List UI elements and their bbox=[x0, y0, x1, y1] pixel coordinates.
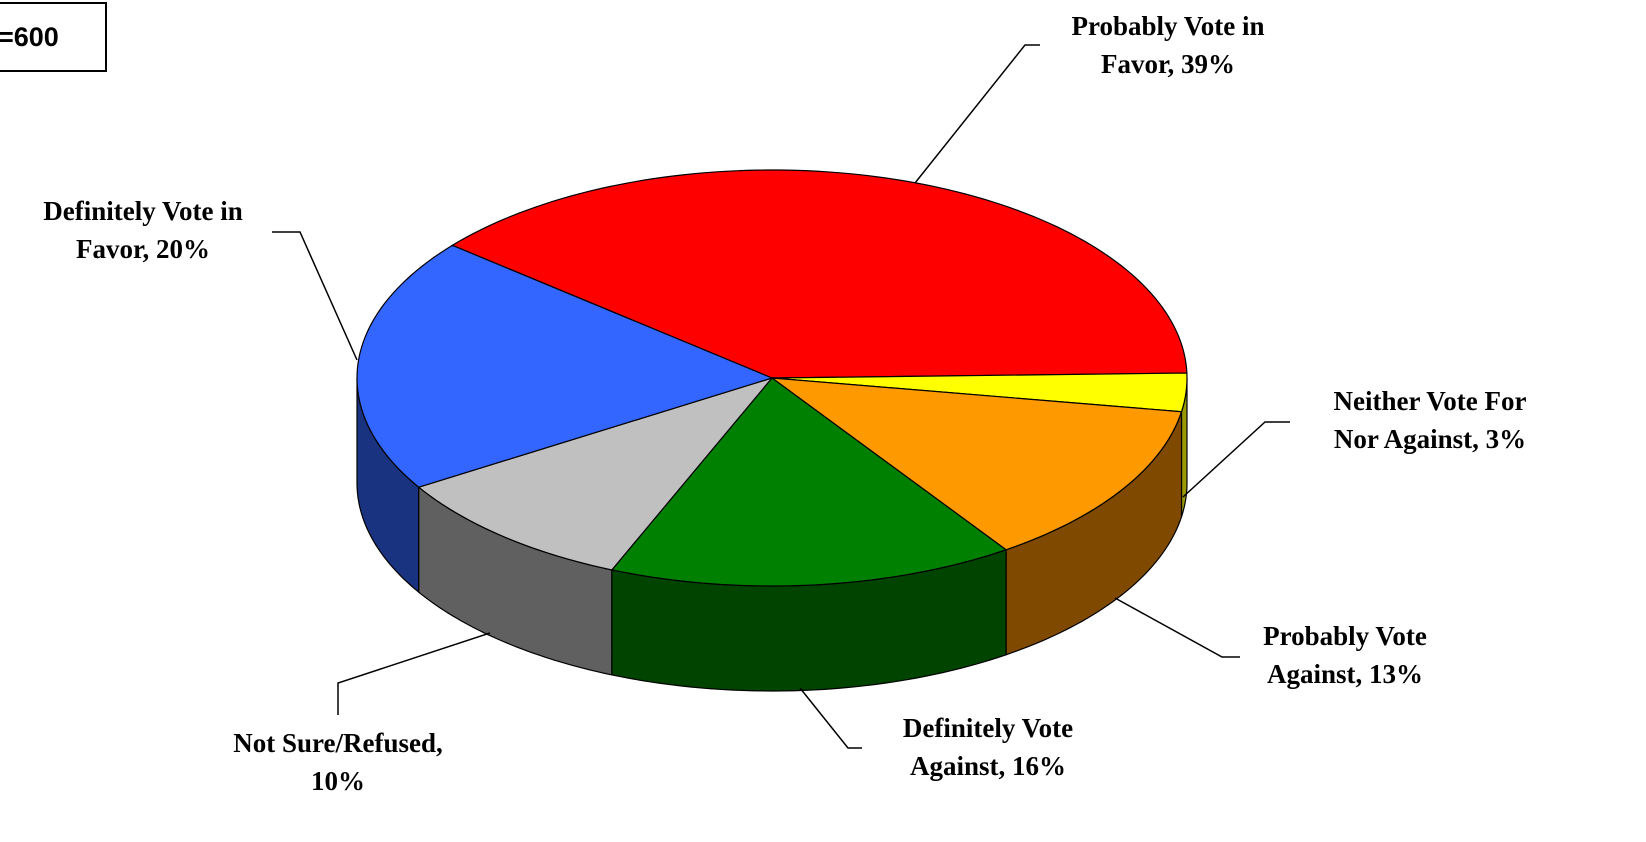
leader-definitely-vote-against bbox=[799, 687, 862, 749]
label-line: Neither Vote For bbox=[1334, 386, 1527, 416]
label-line: Probably Vote bbox=[1263, 621, 1427, 651]
leader-definitely-vote-in-favor bbox=[272, 231, 358, 361]
sample-size-box: =600 bbox=[0, 2, 107, 72]
label-probably-vote-in-favor: Probably Vote in Favor, 39% bbox=[1071, 11, 1264, 79]
slice-definitely-vote-in-favor bbox=[356, 244, 774, 488]
pie-sides bbox=[356, 377, 1188, 692]
label-definitely-vote-in-favor: Definitely Vote in Favor, 20% bbox=[43, 196, 243, 264]
label-line: Definitely Vote in bbox=[43, 196, 243, 226]
slice-labels: Probably Vote in Favor, 39% Neither Vote F… bbox=[43, 11, 1526, 796]
leader-not-sure-refused bbox=[337, 632, 491, 715]
label-line: Against, 13% bbox=[1267, 659, 1423, 689]
pie-tops bbox=[356, 169, 1188, 587]
label-probably-vote-against: Probably Vote Against, 13% bbox=[1263, 621, 1427, 689]
leader-neither-vote-for-nor-against bbox=[1182, 421, 1290, 498]
label-line: 10% bbox=[311, 766, 365, 796]
leader-lines bbox=[272, 44, 1290, 749]
sample-size-box-frame bbox=[0, 2, 107, 72]
slice-probably-vote-in-favor bbox=[451, 169, 1188, 379]
label-line: Definitely Vote bbox=[903, 713, 1073, 743]
sample-size-label: =600 bbox=[0, 22, 59, 52]
slice-probably-vote-against bbox=[769, 377, 1183, 551]
label-definitely-vote-against: Definitely Vote Against, 16% bbox=[903, 713, 1073, 781]
label-line: Not Sure/Refused, bbox=[233, 728, 443, 758]
slice-not-sure-refused bbox=[417, 376, 774, 571]
label-line: Favor, 39% bbox=[1101, 49, 1235, 79]
label-line: Nor Against, 3% bbox=[1334, 424, 1526, 454]
leader-probably-vote-in-favor bbox=[914, 44, 1040, 184]
label-line: Favor, 20% bbox=[76, 234, 210, 264]
label-neither-vote-for-nor-against: Neither Vote For Nor Against, 3% bbox=[1334, 386, 1527, 454]
slice-neither-vote-for-nor-against bbox=[771, 372, 1188, 413]
label-not-sure-refused: Not Sure/Refused, 10% bbox=[233, 728, 443, 796]
leader-probably-vote-against bbox=[1114, 597, 1240, 658]
label-line: Against, 16% bbox=[910, 751, 1066, 781]
slice-definitely-vote-against bbox=[610, 377, 1008, 587]
label-line: Probably Vote in bbox=[1071, 11, 1264, 41]
